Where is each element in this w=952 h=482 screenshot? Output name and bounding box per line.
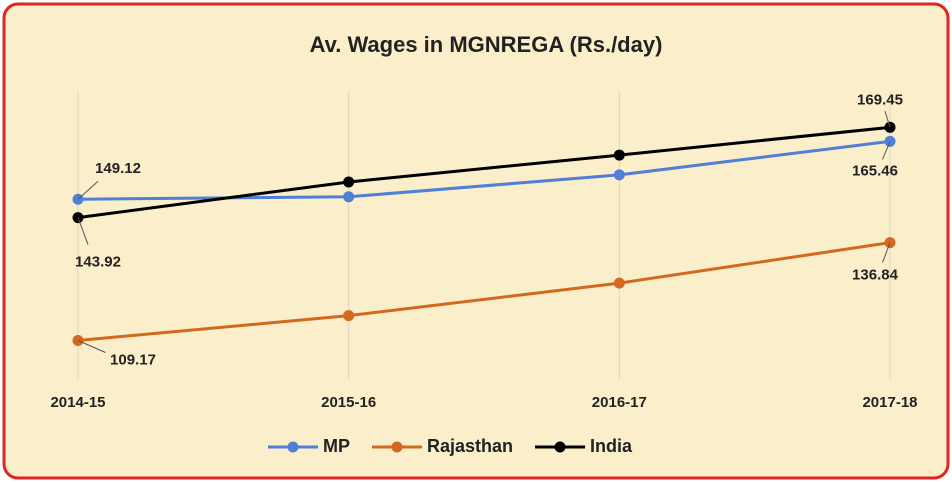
point xyxy=(343,191,355,203)
leader-line xyxy=(77,340,106,353)
point xyxy=(613,169,625,181)
data-label: 149.12 xyxy=(95,160,141,177)
data-label: 165.46 xyxy=(852,162,898,179)
data-label: 136.84 xyxy=(852,267,899,284)
series-line xyxy=(77,139,891,201)
legend-label: Rajasthan xyxy=(427,436,513,456)
leader-line xyxy=(884,110,891,128)
series-line xyxy=(77,241,891,342)
series-line xyxy=(77,125,891,220)
x-tick-label: 2016-17 xyxy=(592,394,647,411)
x-tick-label: 2014-15 xyxy=(50,394,105,411)
point xyxy=(613,277,625,289)
legend-label: MP xyxy=(323,436,350,456)
x-tick-label: 2015-16 xyxy=(321,394,376,411)
point xyxy=(343,176,355,188)
data-label: 169.45 xyxy=(857,91,903,108)
legend-marker xyxy=(554,441,566,453)
leader-line xyxy=(882,141,891,160)
data-label: 109.17 xyxy=(110,351,156,368)
point xyxy=(613,149,625,161)
data-label: 143.92 xyxy=(75,254,121,271)
legend-marker xyxy=(391,441,403,453)
leader-line xyxy=(882,242,891,263)
leader-line xyxy=(77,180,99,200)
x-tick-label: 2017-18 xyxy=(862,394,917,411)
legend-marker xyxy=(287,441,299,453)
legend-label: India xyxy=(590,436,633,456)
chart-title: Av. Wages in MGNREGA (Rs./day) xyxy=(310,32,663,57)
leader-line xyxy=(77,217,89,245)
point xyxy=(343,310,355,322)
